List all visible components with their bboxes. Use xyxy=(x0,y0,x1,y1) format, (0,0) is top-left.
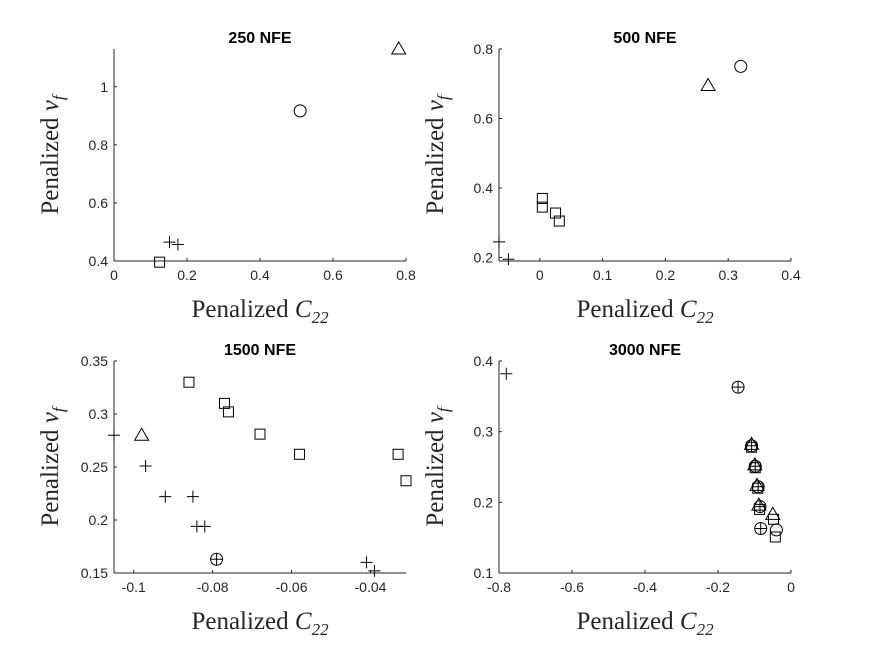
y-tick-label: 0.2 xyxy=(474,250,494,266)
x-axis-label: Penalized C22 xyxy=(191,608,329,639)
y-tick-label: 1 xyxy=(100,79,108,95)
x-tick-label: 0 xyxy=(110,267,118,283)
panel-title: 1500 NFE xyxy=(224,342,296,359)
plus-point xyxy=(186,490,199,503)
y-axis-label: Penalized vf xyxy=(422,93,453,215)
x-tick-label: 0.4 xyxy=(250,267,270,283)
plus-point xyxy=(368,564,381,577)
plus-point xyxy=(163,236,176,249)
square-point xyxy=(154,256,166,268)
y-axis-label: Penalized vf xyxy=(37,93,68,215)
y-tick-label: 0.6 xyxy=(474,111,494,127)
y-tick-label: 0.8 xyxy=(89,137,109,153)
square-point xyxy=(550,207,562,219)
x-tick-label: 0.8 xyxy=(396,267,416,283)
plus-point xyxy=(198,520,211,533)
x-tick-label: -0.08 xyxy=(197,579,229,595)
y-tick-label: 0.25 xyxy=(81,459,108,475)
y-tick-label: 0.4 xyxy=(474,353,494,369)
y-tick-label: 0.4 xyxy=(474,180,494,196)
circle-point xyxy=(769,523,783,537)
square-point xyxy=(392,448,404,460)
plus-point xyxy=(493,235,505,248)
x-axis-label: Penalized C22 xyxy=(191,296,329,327)
x-tick-label: 0.2 xyxy=(656,267,676,283)
x-tick-label: -0.8 xyxy=(487,579,511,595)
square-point xyxy=(183,376,195,388)
panel-1: 0 0.2 0.4 0.6 0.8 0.4 0.6 0.8 1 250 NFE Penalized … xyxy=(37,30,416,327)
square-point xyxy=(254,428,266,440)
x-axis-label: Penalized C22 xyxy=(576,608,714,639)
triangle-point xyxy=(743,436,760,450)
triangle-point xyxy=(700,77,716,91)
panel-3: -0.1 -0.08 -0.06 -0.04 0.15 0.2 0.25 0.3 0.35 150… xyxy=(37,342,412,639)
square-point xyxy=(746,441,758,453)
square-point xyxy=(754,503,766,515)
plus-point xyxy=(108,429,120,442)
y-axis-label: Penalized vf xyxy=(422,405,453,527)
triangle-point xyxy=(390,41,407,55)
y-axis-label: Penalized vf xyxy=(37,405,68,527)
square-point xyxy=(536,192,548,204)
plus-point xyxy=(171,238,184,251)
square-point xyxy=(400,475,412,487)
x-tick-label: 0 xyxy=(536,267,544,283)
plus-point xyxy=(502,253,515,266)
square-point xyxy=(218,397,230,409)
plus-point xyxy=(159,490,172,503)
triangle-point xyxy=(764,506,781,520)
panel-2: 0 0.1 0.2 0.3 0.4 0.2 0.4 0.6 0.8 500 NFE Penalize… xyxy=(422,30,801,327)
square-point xyxy=(752,482,764,494)
triangle-point xyxy=(749,477,765,491)
y-tick-label: 0.35 xyxy=(81,353,108,369)
x-tick-label: 0 xyxy=(787,579,795,595)
y-tick-label: 0.3 xyxy=(474,424,494,440)
circle-plus-point xyxy=(754,521,768,535)
triangle-point xyxy=(133,427,150,441)
circle-plus-point xyxy=(210,552,224,566)
plus-point xyxy=(139,459,152,472)
x-tick-label: -0.1 xyxy=(122,579,146,595)
x-axis-label: Penalized C22 xyxy=(576,296,714,327)
y-tick-label: 0.1 xyxy=(474,565,494,581)
plus-point xyxy=(500,367,513,380)
y-tick-label: 0.8 xyxy=(474,41,494,57)
panel-title: 3000 NFE xyxy=(609,342,681,359)
x-tick-label: -0.6 xyxy=(560,579,584,595)
square-point xyxy=(293,448,305,460)
y-tick-label: 0.6 xyxy=(89,195,109,211)
x-tick-label: -0.2 xyxy=(706,579,730,595)
square-point xyxy=(553,215,565,227)
square-point xyxy=(536,201,548,213)
x-tick-label: 0.2 xyxy=(177,267,197,283)
plus-point xyxy=(360,556,373,569)
circle-plus-point xyxy=(731,380,745,394)
panel-4: -0.8 -0.6 -0.4 -0.2 0 0.1 0.2 0.3 0.4 3000 NFE Pen… xyxy=(422,342,795,639)
circle-plus-point xyxy=(745,439,759,453)
square-point xyxy=(749,462,761,474)
panel-title: 500 NFE xyxy=(613,30,676,47)
circle-point xyxy=(293,104,307,118)
x-tick-label: 0.6 xyxy=(323,267,343,283)
triangle-point xyxy=(746,456,763,471)
panel-title: 250 NFE xyxy=(228,30,291,47)
x-tick-label: 0.4 xyxy=(781,267,801,283)
circle-point xyxy=(734,59,748,73)
x-tick-label: 0.1 xyxy=(593,267,613,283)
x-tick-label: -0.06 xyxy=(276,579,308,595)
square-point xyxy=(222,406,234,418)
square-point xyxy=(769,531,781,543)
y-tick-label: 0.2 xyxy=(89,512,109,528)
x-tick-label: -0.4 xyxy=(633,579,657,595)
y-tick-label: 0.4 xyxy=(89,253,109,269)
y-tick-label: 0.2 xyxy=(474,494,494,510)
y-tick-label: 0.3 xyxy=(89,406,109,422)
x-tick-label: 0.3 xyxy=(718,267,738,283)
y-tick-label: 0.15 xyxy=(81,565,108,581)
x-tick-label: -0.04 xyxy=(355,579,387,595)
